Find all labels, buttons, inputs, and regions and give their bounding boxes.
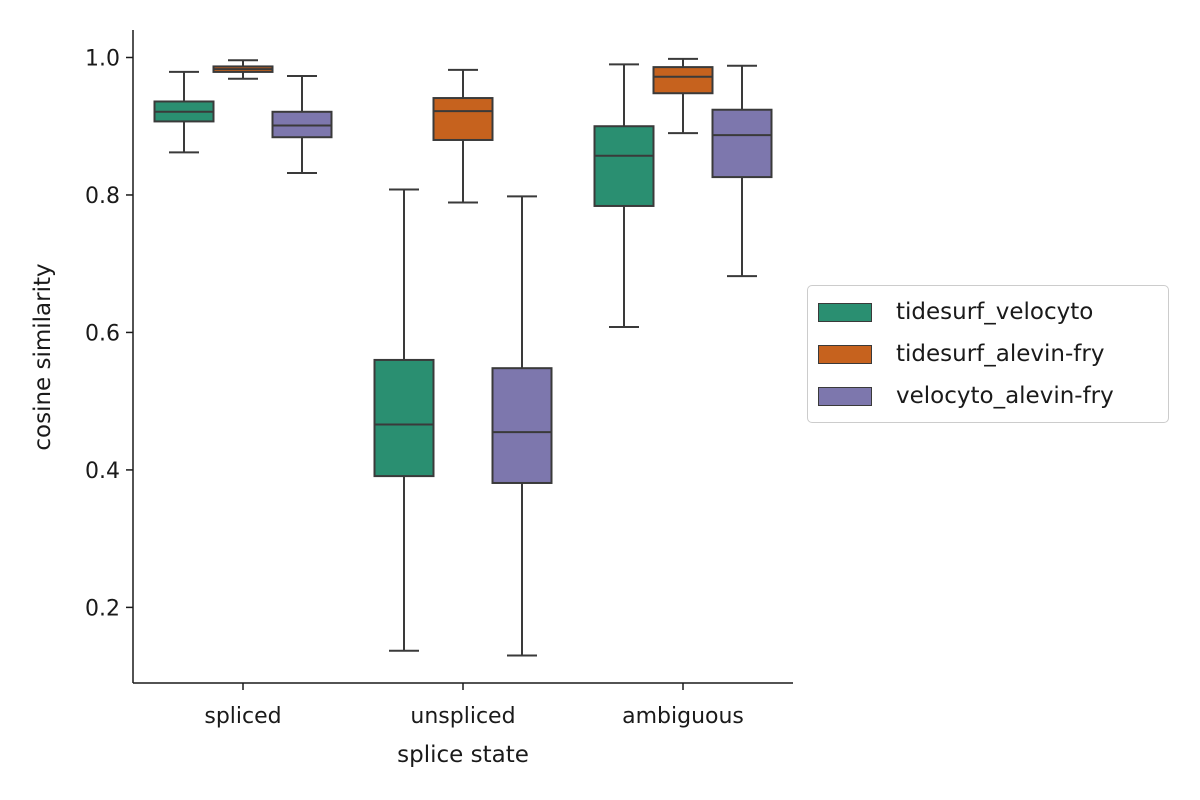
box-tidesurf-velocyto-unspliced	[373, 188, 435, 652]
box-tidesurf-alevin-fry-spliced	[212, 59, 274, 80]
box-tidesurf-velocyto-ambiguous	[593, 63, 655, 328]
box-velocyto-alevin-fry-spliced	[271, 75, 333, 174]
iqr-box	[652, 66, 714, 95]
legend-item-velocyto-alevin-fry: velocyto_alevin-fry	[818, 376, 1114, 416]
box-tidesurf-alevin-fry-unspliced	[432, 68, 494, 204]
iqr-box	[373, 358, 435, 478]
legend-swatch-tidesurf-velocyto	[818, 302, 872, 322]
x-ticks: spliced unspliced ambiguous	[204, 683, 744, 729]
box-tidesurf-alevin-fry-ambiguous	[652, 57, 714, 135]
legend-label-tidesurf-alevin-fry: tidesurf_alevin-fry	[896, 341, 1105, 367]
iqr-box	[271, 110, 333, 139]
y-tick-label: 0.8	[85, 184, 120, 209]
legend-swatch-velocyto-alevin-fry	[818, 386, 872, 406]
legend-label-velocyto-alevin-fry: velocyto_alevin-fry	[896, 383, 1114, 409]
box-tidesurf-velocyto-spliced	[153, 70, 215, 154]
y-axis-title: cosine similarity	[30, 263, 56, 450]
y-ticks: 0.2 0.4 0.6 0.8 1.0	[85, 46, 133, 621]
x-tick-label-spliced: spliced	[204, 704, 281, 729]
iqr-box	[432, 97, 494, 141]
legend-item-tidesurf-alevin-fry: tidesurf_alevin-fry	[818, 334, 1104, 374]
legend-item-tidesurf-velocyto: tidesurf_velocyto	[818, 292, 1093, 332]
y-tick-label: 0.6	[85, 321, 120, 346]
legend-label-tidesurf-velocyto: tidesurf_velocyto	[896, 299, 1094, 325]
y-tick-label: 1.0	[85, 46, 120, 71]
box-velocyto-alevin-fry-ambiguous	[711, 64, 773, 278]
boxes-layer	[153, 57, 773, 657]
x-tick-label-ambiguous: ambiguous	[622, 704, 744, 729]
iqr-box	[491, 367, 553, 484]
y-tick-label: 0.2	[85, 596, 120, 621]
legend: tidesurf_velocyto tidesurf_alevin-fry ve…	[807, 285, 1169, 423]
iqr-box	[711, 108, 773, 179]
x-tick-label-unspliced: unspliced	[410, 704, 515, 729]
x-axis-title: splice state	[397, 742, 529, 768]
box-velocyto-alevin-fry-unspliced	[491, 195, 553, 657]
legend-swatch-tidesurf-alevin-fry	[818, 344, 872, 364]
iqr-box	[593, 125, 655, 207]
y-tick-label: 0.4	[85, 459, 120, 484]
